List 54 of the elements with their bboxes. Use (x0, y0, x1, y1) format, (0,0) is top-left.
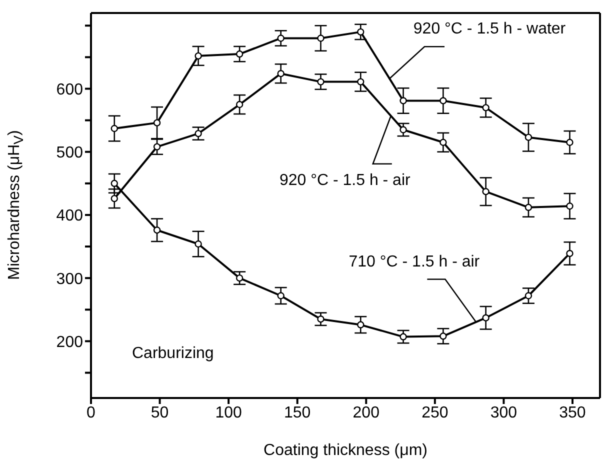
point (194, 52, 202, 60)
point (317, 34, 324, 42)
point (153, 143, 161, 150)
point (357, 28, 364, 36)
point (482, 314, 490, 322)
point (277, 34, 284, 42)
point (110, 180, 118, 188)
x-axis-title: Coating thickness (μm) (264, 442, 428, 459)
point (277, 292, 284, 300)
point (236, 100, 244, 108)
annotation: Carburizing (132, 345, 214, 363)
annotation: 920 °C - 1.5 h - water (413, 20, 566, 38)
point (400, 97, 407, 104)
point (566, 250, 574, 258)
point (400, 333, 407, 340)
point (440, 332, 447, 340)
point (524, 204, 532, 211)
x-tick-label: 100 (215, 404, 242, 422)
point (153, 119, 161, 126)
point (400, 126, 407, 134)
point (357, 78, 364, 86)
point (277, 70, 284, 78)
y-tick-label: 300 (56, 270, 84, 288)
point (194, 240, 202, 248)
point (566, 202, 574, 210)
point (357, 321, 364, 328)
point (110, 124, 118, 132)
point (524, 292, 532, 300)
y-tick-label: 500 (56, 144, 84, 162)
x-tick-label: 0 (86, 404, 96, 422)
x-tick-label: 350 (559, 404, 586, 422)
point (524, 134, 532, 141)
point (153, 226, 161, 234)
annotation: 920 °C - 1.5 h - air (279, 172, 412, 190)
point (440, 138, 447, 146)
x-tick-label: 300 (490, 404, 518, 422)
point (482, 104, 490, 112)
point (317, 316, 324, 323)
point (110, 194, 118, 202)
y-tick-label: 400 (56, 208, 84, 225)
y-tick-label: 600 (56, 81, 84, 98)
x-tick-label: 50 (150, 404, 169, 422)
point (566, 138, 574, 146)
annotation: 710 °C - 1.5 h - air (348, 253, 480, 270)
point (317, 78, 324, 86)
x-tick-label: 150 (284, 404, 311, 422)
point (482, 188, 490, 196)
point (440, 97, 447, 104)
x-tick-label: 250 (422, 404, 448, 422)
point (194, 130, 202, 138)
y-tick-label: 200 (56, 334, 84, 351)
point (236, 274, 244, 282)
point (236, 50, 244, 58)
x-tick-label: 200 (352, 404, 380, 422)
